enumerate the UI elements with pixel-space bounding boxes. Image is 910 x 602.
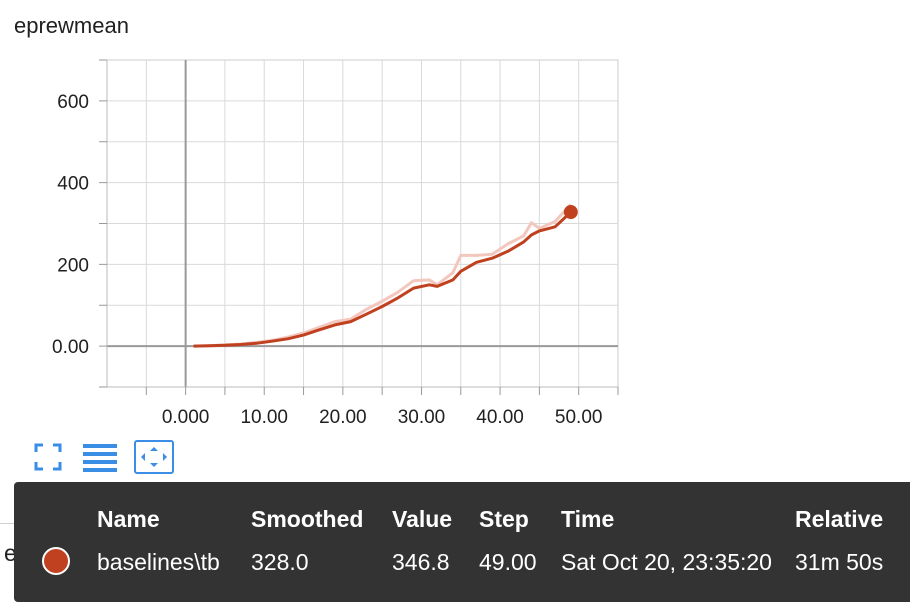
y-tick-label: 0.00 (52, 337, 89, 358)
hover-point-marker (563, 205, 578, 220)
x-tick-label: 40.00 (476, 407, 524, 428)
tooltip-header-time: Time (561, 506, 615, 532)
x-tick-label: 10.00 (240, 407, 288, 428)
y-tick-label: 400 (57, 174, 89, 195)
tooltip-header-value: Value (392, 506, 453, 532)
x-tick-label: 30.00 (398, 407, 446, 428)
chart-series (193, 203, 578, 348)
series-color-swatch (42, 547, 70, 575)
fullscreen-button[interactable] (30, 441, 66, 473)
chart-toolbar (30, 440, 174, 474)
tooltip-value: 346.8 (392, 549, 450, 575)
fullscreen-icon (34, 443, 62, 471)
tooltip-header-name: Name (97, 506, 160, 532)
tooltip-header-step: Step (479, 506, 529, 532)
fit-domain-button[interactable] (134, 440, 174, 474)
tooltip-time: Sat Oct 20, 23:35:20 (561, 549, 772, 575)
fit-domain-icon (141, 447, 167, 467)
chart-title: eprewmean (14, 13, 129, 38)
tooltip-relative: 31m 50s (795, 549, 884, 575)
toggle-log-scale-button[interactable] (82, 441, 118, 473)
data-series-icon (83, 444, 117, 472)
divider (0, 523, 14, 524)
x-tick-label: 20.00 (319, 407, 367, 428)
chart-axes (99, 59, 619, 395)
tooltip-step: 49.00 (479, 549, 537, 575)
y-tick-label: 600 (57, 92, 89, 113)
tooltip-name: baselines\tb (97, 549, 220, 575)
chart-grid (106, 59, 619, 388)
tooltip-header-relative: Relative (795, 506, 884, 532)
chart-tooltip: Name Smoothed Value Step Time Relative b… (14, 482, 910, 602)
series-smoothed-line (193, 211, 572, 348)
tooltip-header-smoothed: Smoothed (251, 506, 364, 532)
x-tick-label: 0.000 (162, 407, 210, 428)
line-chart: 0.000 10.00 20.00 30.00 40.00 50.00 0.00 200 400… (52, 59, 619, 428)
chart-ticks: 0.000 10.00 20.00 30.00 40.00 50.00 0.00 200 400… (52, 92, 602, 428)
y-tick-label: 200 (57, 255, 89, 276)
x-tick-label: 50.00 (555, 407, 603, 428)
tooltip-smoothed: 328.0 (251, 549, 309, 575)
